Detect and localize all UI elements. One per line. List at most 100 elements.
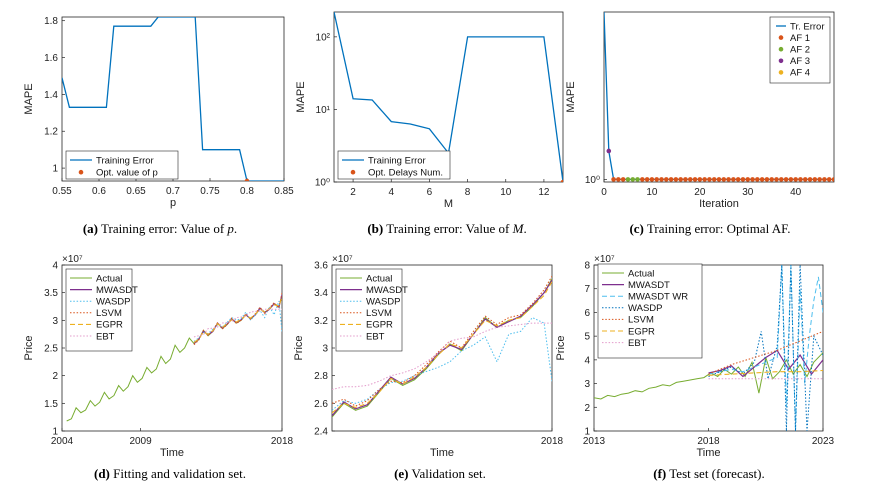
legend-label-opt-value-of-p: Opt. value of p bbox=[96, 168, 158, 179]
y-tick-label: 3.4 bbox=[314, 288, 328, 299]
y-tick-label: 3 bbox=[322, 344, 328, 355]
y-tick-label: 3 bbox=[584, 379, 590, 390]
x-tick-label: 20 bbox=[694, 187, 706, 198]
caption: (e) Validation set. bbox=[394, 466, 486, 481]
legend-swatch-opt-value-of-p bbox=[78, 169, 84, 175]
legend-swatch-af-1 bbox=[778, 35, 784, 40]
point-af-1 bbox=[611, 177, 616, 182]
y-tick-label: 1.6 bbox=[44, 53, 58, 64]
point-af-1 bbox=[726, 177, 731, 182]
y-tick-label: 10⁰ bbox=[315, 178, 330, 189]
point-af-1 bbox=[654, 177, 660, 182]
x-axis-label: p bbox=[170, 197, 176, 209]
y-tick-label: 5 bbox=[584, 332, 590, 343]
y-tick-label: 4 bbox=[584, 355, 590, 366]
caption-text: Training error: Value of bbox=[98, 221, 227, 236]
point-af-1 bbox=[707, 177, 712, 182]
point-af-1 bbox=[668, 177, 674, 182]
point-af-2 bbox=[630, 177, 636, 182]
point-af-1 bbox=[663, 177, 669, 182]
point-af-1 bbox=[812, 177, 818, 182]
legend: Training Error Opt. value of p bbox=[65, 150, 179, 180]
series-line-egpr bbox=[708, 369, 823, 376]
y-axis-label: MAPE bbox=[565, 81, 577, 112]
caption-end: . bbox=[523, 221, 526, 236]
panel-e: 2018 2.4 2.6 2.8 3 3.2 3.4 3.6 ×10⁷ Time Price Actu… bbox=[293, 254, 564, 481]
legend-label-wasdp: WASDP bbox=[366, 297, 400, 308]
point-af-1 bbox=[764, 177, 770, 182]
y-tick-label: 2.8 bbox=[314, 371, 328, 382]
legend-swatch-opt-delays-num- bbox=[350, 169, 356, 175]
x-tick-label: 2 bbox=[350, 187, 356, 198]
legend-label-training-error: Training Error bbox=[96, 155, 154, 166]
point-af-1 bbox=[755, 177, 760, 182]
x-tick-label: 30 bbox=[742, 187, 754, 198]
point-af-1 bbox=[783, 177, 789, 182]
point-af-1 bbox=[778, 177, 784, 182]
caption-text: Test set (forecast). bbox=[666, 466, 764, 481]
x-tick-label: 0.7 bbox=[166, 186, 180, 197]
y-axis-label: Price bbox=[293, 335, 305, 360]
point-af-1 bbox=[831, 177, 834, 182]
point-af-1 bbox=[616, 177, 621, 182]
y-tick-label: 3.2 bbox=[314, 316, 328, 327]
x-tick-label: 2018 bbox=[271, 436, 294, 447]
caption-variable: M bbox=[512, 221, 525, 236]
legend-label-lsvm: LSVM bbox=[96, 308, 122, 319]
legend-label-mwasdt: MWASDT bbox=[366, 285, 408, 296]
caption-label: (f) bbox=[653, 466, 666, 481]
x-tick-label: 4 bbox=[388, 187, 394, 198]
caption: (a) Training error: Value of p. bbox=[83, 221, 237, 236]
x-tick-label: 0.55 bbox=[52, 186, 72, 197]
x-tick-label: 0.75 bbox=[200, 186, 220, 197]
y-tick-label: 7 bbox=[584, 284, 590, 295]
legend-label-opt-delays-num-: Opt. Delays Num. bbox=[368, 168, 443, 179]
y-tick-label: 2.6 bbox=[314, 399, 328, 410]
x-tick-label: 12 bbox=[538, 187, 550, 198]
point-af-1 bbox=[774, 177, 779, 182]
y-tick-label: 1.2 bbox=[44, 127, 58, 138]
y-tick-label: 2.5 bbox=[44, 344, 58, 355]
y-tick-label: 10² bbox=[316, 32, 331, 43]
y-tick-label: 8 bbox=[584, 261, 590, 272]
x-tick-label: 2009 bbox=[129, 436, 152, 447]
point-opt-delays-num- bbox=[560, 179, 563, 182]
point-af-1 bbox=[673, 177, 679, 182]
point-af-1 bbox=[687, 177, 693, 182]
caption-text: Training error: Optimal AF. bbox=[644, 221, 791, 236]
y-axis-label: Price bbox=[555, 335, 567, 360]
x-axis-label: Time bbox=[160, 447, 184, 459]
legend-label-ebt: EBT bbox=[628, 338, 647, 349]
point-af-1 bbox=[817, 177, 822, 182]
panel-a: 0.55 0.6 0.65 0.7 0.75 0.8 0.85 1 1.2 1.4 1.6 1.8 p M… bbox=[23, 16, 294, 236]
y-tick-label: 1.5 bbox=[44, 399, 58, 410]
legend-label-actual: Actual bbox=[628, 268, 654, 279]
y-tick-label: 2 bbox=[584, 403, 590, 414]
y-axis-label: MAPE bbox=[295, 81, 307, 112]
point-af-1 bbox=[740, 177, 746, 182]
point-af-1 bbox=[649, 177, 655, 182]
y-tick-label: 1 bbox=[584, 427, 590, 438]
point-af-1 bbox=[731, 177, 736, 182]
caption-label: (b) bbox=[367, 221, 383, 236]
y-tick-label: 2 bbox=[52, 371, 58, 382]
point-af-1 bbox=[678, 177, 683, 182]
legend-label-actual: Actual bbox=[96, 273, 122, 284]
point-af-1 bbox=[822, 177, 827, 182]
point-af-1 bbox=[807, 177, 813, 182]
point-af-1 bbox=[716, 177, 722, 182]
series-line-ebt bbox=[332, 322, 552, 390]
y-tick-label: 6 bbox=[584, 308, 590, 319]
x-tick-label: 0.85 bbox=[274, 186, 294, 197]
x-tick-label: 0 bbox=[601, 187, 607, 198]
point-af-2 bbox=[625, 177, 631, 182]
caption: (d) Fitting and validation set. bbox=[94, 466, 246, 481]
point-af-1 bbox=[802, 177, 808, 182]
legend-swatch-af-2 bbox=[778, 46, 784, 52]
point-af-3 bbox=[606, 148, 612, 154]
point-af-1 bbox=[640, 177, 645, 182]
legend-label-actual: Actual bbox=[366, 273, 392, 284]
y-tick-label: 1 bbox=[52, 164, 58, 175]
